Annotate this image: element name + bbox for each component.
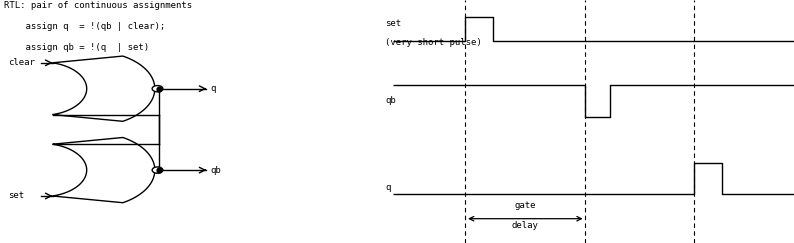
Text: set: set — [8, 191, 25, 200]
PathPatch shape — [52, 138, 155, 203]
Text: (very short pulse): (very short pulse) — [385, 38, 482, 47]
Circle shape — [152, 86, 163, 92]
PathPatch shape — [52, 56, 155, 121]
Text: qb: qb — [385, 96, 395, 105]
Text: gate: gate — [515, 201, 536, 210]
Text: q: q — [210, 84, 216, 93]
Text: q: q — [385, 182, 391, 192]
Text: set: set — [385, 19, 401, 28]
Text: clear: clear — [8, 58, 35, 67]
Text: assign q  = !(qb | clear);: assign q = !(qb | clear); — [4, 22, 165, 31]
Circle shape — [152, 167, 163, 173]
Text: RTL: pair of continuous assignments: RTL: pair of continuous assignments — [4, 1, 192, 10]
Text: assign qb = !(q  | set): assign qb = !(q | set) — [4, 43, 149, 52]
Text: qb: qb — [210, 165, 222, 175]
Text: delay: delay — [512, 221, 539, 230]
